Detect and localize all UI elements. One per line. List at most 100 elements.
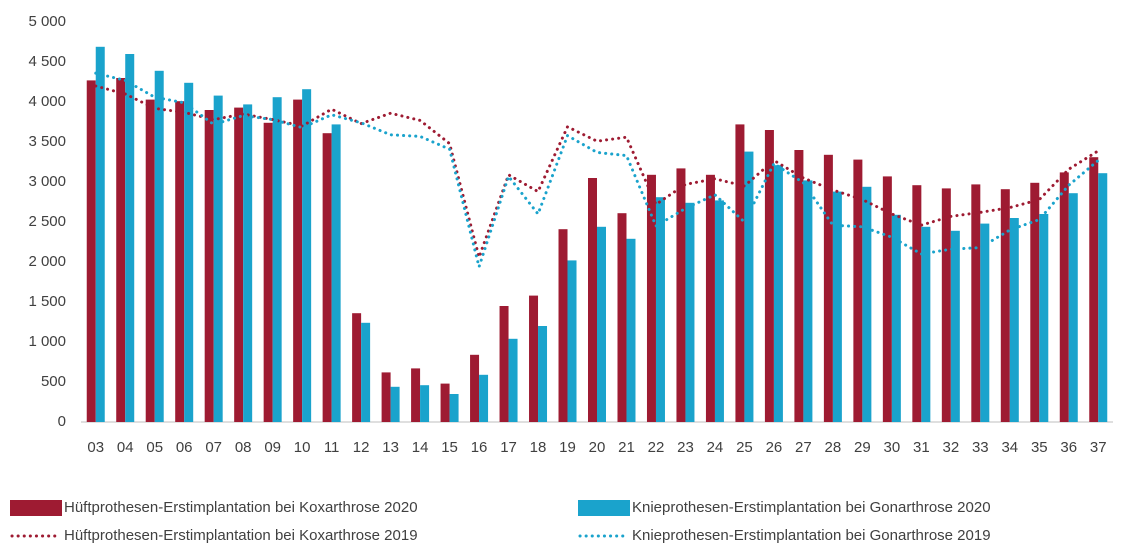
bar [272,97,282,422]
bar [626,238,636,422]
x-tick-label: 30 [884,439,901,456]
x-tick-label: 31 [913,439,930,456]
bar [1059,172,1069,422]
x-tick-label: 03 [87,439,104,456]
x-tick-label: 23 [677,439,694,456]
bar [1039,214,1049,422]
bar [86,80,96,423]
x-tick-label: 32 [942,439,959,456]
x-tick-label: 12 [353,439,370,456]
y-tick-label: 1 000 [28,333,66,350]
bar [823,154,833,423]
bar [921,226,931,422]
x-tick-label: 29 [854,439,871,456]
y-tick-label: 4 500 [28,53,66,70]
legend-label: Hüftprothesen-Erstimplantation bei Koxar… [64,527,418,544]
bar [470,354,480,422]
bar [508,338,518,422]
bar [538,326,548,422]
bar [597,226,606,422]
bar [832,191,842,422]
x-tick-label: 14 [412,439,429,456]
x-tick-label: 21 [618,439,635,456]
bar [950,230,960,422]
x-tick-label: 04 [117,439,134,456]
x-tick-label: 24 [707,439,724,456]
bar [184,82,194,423]
bar [381,372,391,422]
bar [95,46,105,423]
bar [154,70,164,423]
bar [145,99,155,422]
bar [499,306,509,422]
x-tick-label: 16 [471,439,488,456]
x-tick-label: 35 [1031,439,1048,456]
bar [803,180,813,422]
x-tick-label: 18 [530,439,547,456]
bar [479,374,489,422]
bar [361,322,371,422]
x-tick-label: 19 [559,439,576,456]
x-tick-label: 13 [382,439,399,456]
bar [588,178,597,422]
legend-label: Knieprothesen-Erstimplantation bei Gonar… [632,499,991,516]
x-tick-label: 28 [825,439,842,456]
x-tick-label: 08 [235,439,252,456]
bar [891,214,901,422]
x-tick-label: 37 [1090,439,1107,456]
legend-swatch [578,500,630,516]
bar [912,185,922,422]
bar [234,107,244,422]
bar [980,223,990,422]
bar [293,99,303,422]
bar [773,165,783,422]
bar [331,124,341,423]
bar [1098,173,1108,422]
bar [322,133,332,422]
y-tick-label: 3 500 [28,133,66,150]
x-tick-label: 09 [264,439,281,456]
bar [263,122,273,423]
y-tick-label: 0 [58,413,66,430]
bar [1089,157,1099,422]
bar [655,197,665,422]
y-tick-label: 500 [41,373,66,390]
bar [204,110,214,422]
bar [941,188,951,422]
x-tick-label: 17 [500,439,517,456]
bar [705,174,715,422]
bar [1068,193,1078,422]
y-tick-label: 4 000 [28,93,66,110]
bar [971,184,981,422]
bar [1030,182,1040,422]
bar [352,313,362,422]
legend-label: Knieprothesen-Erstimplantation bei Gonar… [632,527,991,544]
y-tick-label: 2 000 [28,253,66,270]
bar [175,101,185,422]
x-tick-label: 25 [736,439,753,456]
bar [449,394,459,422]
x-tick-label: 20 [589,439,606,456]
bar [853,159,863,422]
x-tick-label: 05 [146,439,163,456]
x-tick-label: 27 [795,439,812,456]
bar [882,176,892,422]
x-tick-label: 34 [1001,439,1018,456]
legend-swatch [10,500,62,516]
bar [862,186,872,422]
x-tick-label: 33 [972,439,989,456]
x-tick-label: 22 [648,439,665,456]
bar [529,295,539,422]
x-tick-label: 36 [1060,439,1077,456]
bar [735,124,745,423]
legend-label: Hüftprothesen-Erstimplantation bei Koxar… [64,499,418,516]
x-tick-label: 07 [205,439,222,456]
bar [646,174,656,422]
bar [567,260,577,422]
bar [714,200,724,422]
x-tick-label: 10 [294,439,311,456]
x-tick-label: 06 [176,439,193,456]
bar [676,168,686,422]
y-tick-label: 5 000 [28,13,66,30]
